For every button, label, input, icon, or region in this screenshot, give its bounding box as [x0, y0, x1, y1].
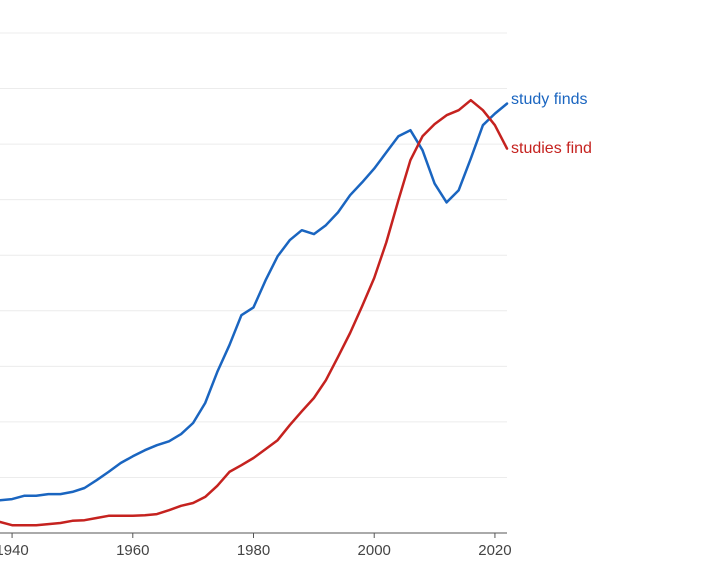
series-label: study finds — [511, 91, 587, 108]
x-tick-label: 1940 — [0, 542, 29, 559]
series-label: studies find — [511, 140, 592, 157]
series-line — [0, 102, 509, 502]
x-tick-label: 1960 — [116, 542, 149, 559]
series-line — [0, 98, 509, 527]
x-tick-label: 2020 — [478, 542, 511, 559]
x-tick-label: 1980 — [237, 542, 270, 559]
x-tick-label: 2000 — [358, 542, 391, 559]
